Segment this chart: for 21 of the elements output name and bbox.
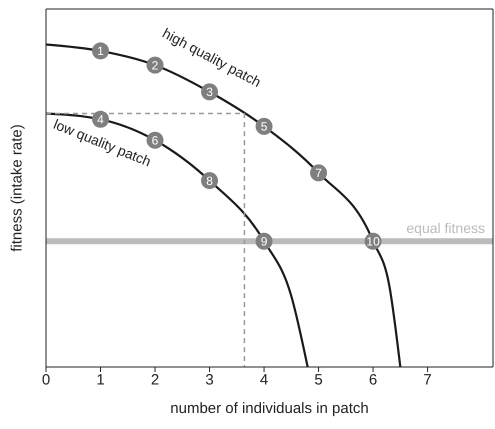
x-tick-label: 0 [42, 372, 50, 389]
x-tick-label: 2 [150, 372, 160, 389]
annotation: 1 [97, 44, 104, 58]
x-tick-label: 7 [423, 372, 432, 389]
annotation: 9 [260, 234, 268, 248]
annotation: 7 [315, 166, 322, 180]
annotation: 2 [152, 58, 159, 72]
y-axis-title: fitness (intake rate) [8, 124, 26, 252]
x-axis-title: number of individuals in patch [170, 400, 369, 417]
annotation: 3 [206, 85, 214, 100]
annotation: 10 [366, 234, 380, 248]
x-tick-label: 1 [96, 372, 105, 389]
x-tick-label: 5 [314, 372, 323, 389]
annotation: 8 [206, 174, 214, 188]
ref-line-label: equal fitness [406, 220, 485, 236]
annotation: 5 [260, 120, 268, 134]
x-tick-label: 3 [205, 372, 214, 389]
annotation: 4 [97, 112, 104, 127]
annotation: 6 [152, 134, 159, 148]
x-tick-label: 4 [260, 372, 268, 389]
x-tick-label: 6 [368, 372, 378, 389]
